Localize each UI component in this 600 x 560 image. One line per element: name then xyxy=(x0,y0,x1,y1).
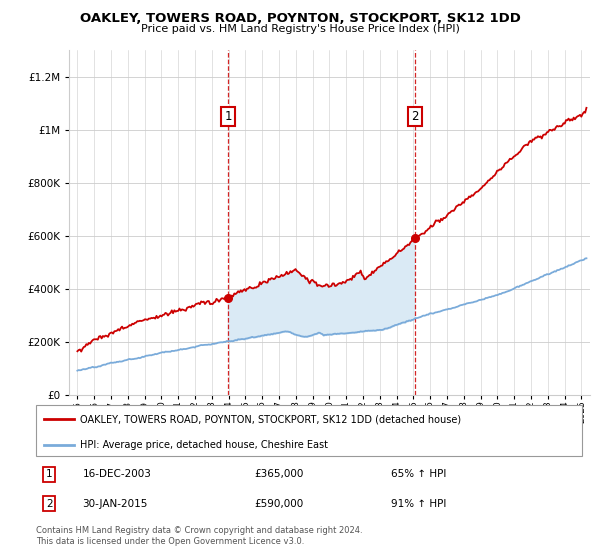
Text: 65% ↑ HPI: 65% ↑ HPI xyxy=(391,469,446,479)
Text: 1: 1 xyxy=(224,110,232,123)
Text: Contains HM Land Registry data © Crown copyright and database right 2024.
This d: Contains HM Land Registry data © Crown c… xyxy=(36,526,362,546)
FancyBboxPatch shape xyxy=(36,405,582,456)
Text: £365,000: £365,000 xyxy=(254,469,304,479)
Text: HPI: Average price, detached house, Cheshire East: HPI: Average price, detached house, Ches… xyxy=(80,440,328,450)
Text: 30-JAN-2015: 30-JAN-2015 xyxy=(82,499,148,509)
Text: 2: 2 xyxy=(411,110,418,123)
Text: OAKLEY, TOWERS ROAD, POYNTON, STOCKPORT, SK12 1DD (detached house): OAKLEY, TOWERS ROAD, POYNTON, STOCKPORT,… xyxy=(80,414,461,424)
Text: 91% ↑ HPI: 91% ↑ HPI xyxy=(391,499,446,509)
Text: 2: 2 xyxy=(46,499,52,509)
Text: 16-DEC-2003: 16-DEC-2003 xyxy=(82,469,151,479)
Text: 1: 1 xyxy=(46,469,52,479)
Text: OAKLEY, TOWERS ROAD, POYNTON, STOCKPORT, SK12 1DD: OAKLEY, TOWERS ROAD, POYNTON, STOCKPORT,… xyxy=(80,12,520,25)
Text: £590,000: £590,000 xyxy=(254,499,304,509)
Text: Price paid vs. HM Land Registry's House Price Index (HPI): Price paid vs. HM Land Registry's House … xyxy=(140,24,460,34)
